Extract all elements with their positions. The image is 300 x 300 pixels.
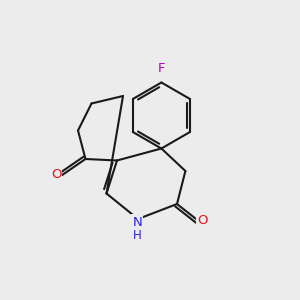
- Text: F: F: [158, 62, 165, 76]
- Text: H: H: [133, 229, 142, 242]
- Text: N: N: [133, 215, 142, 229]
- Text: O: O: [51, 167, 62, 181]
- Text: O: O: [197, 214, 208, 227]
